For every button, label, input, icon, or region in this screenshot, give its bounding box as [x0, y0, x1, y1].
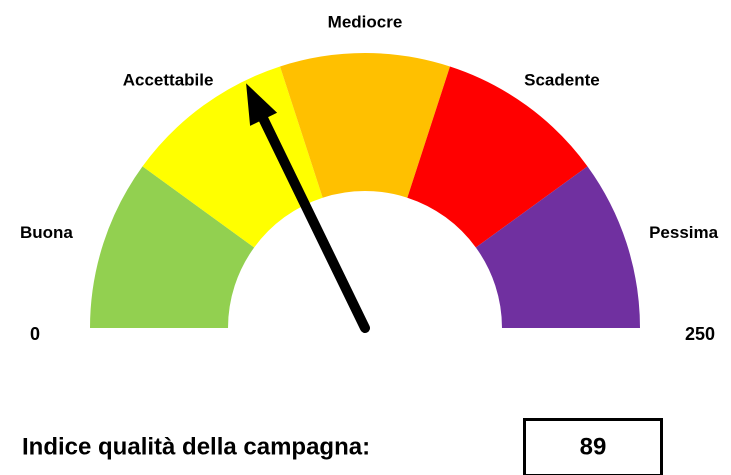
- value-box: [523, 418, 663, 475]
- value-label: 89: [580, 433, 607, 460]
- gauge-caption: Indice qualità della campagna:: [22, 433, 370, 460]
- gauge-band: [407, 66, 588, 248]
- end-label: 250: [685, 324, 715, 344]
- gauge-band: [90, 166, 255, 328]
- needle: [246, 83, 370, 333]
- band-label: Scadente: [524, 71, 600, 90]
- needle-head: [246, 83, 278, 126]
- gauge-band: [475, 166, 640, 328]
- needle-shaft: [255, 108, 370, 333]
- band-label: Buona: [20, 223, 73, 242]
- gauge-band: [142, 66, 323, 248]
- band-label: Pessima: [649, 223, 719, 242]
- end-label: 0: [30, 324, 40, 344]
- band-label: Mediocre: [328, 12, 403, 31]
- band-label: Accettabile: [123, 71, 214, 90]
- gauge-band: [280, 53, 450, 198]
